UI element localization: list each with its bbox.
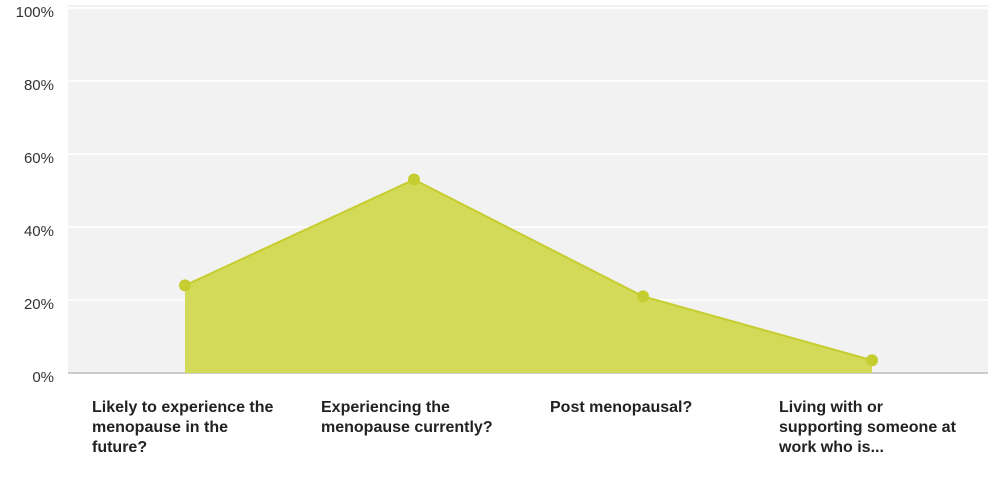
area <box>185 179 872 373</box>
line <box>184 178 873 362</box>
y-tick-label: 80% <box>24 77 54 94</box>
point <box>866 354 878 367</box>
x-tick-label: Post menopausal? <box>550 399 693 416</box>
y-tick-label: 40% <box>24 223 54 240</box>
y-tick-label: 100% <box>16 4 54 21</box>
x-tick-label: Likely to experience the menopause in th… <box>92 399 274 456</box>
point <box>408 173 420 186</box>
y-tick-label: 60% <box>24 150 54 167</box>
point <box>179 279 191 292</box>
x-tick-label: Living with or supporting someone at wor… <box>779 399 956 456</box>
x-tick-label: Experiencing the menopause currently? <box>321 399 493 436</box>
y-tick-label: 20% <box>24 296 54 313</box>
y-tick-label: 0% <box>32 369 54 386</box>
point <box>637 290 649 303</box>
